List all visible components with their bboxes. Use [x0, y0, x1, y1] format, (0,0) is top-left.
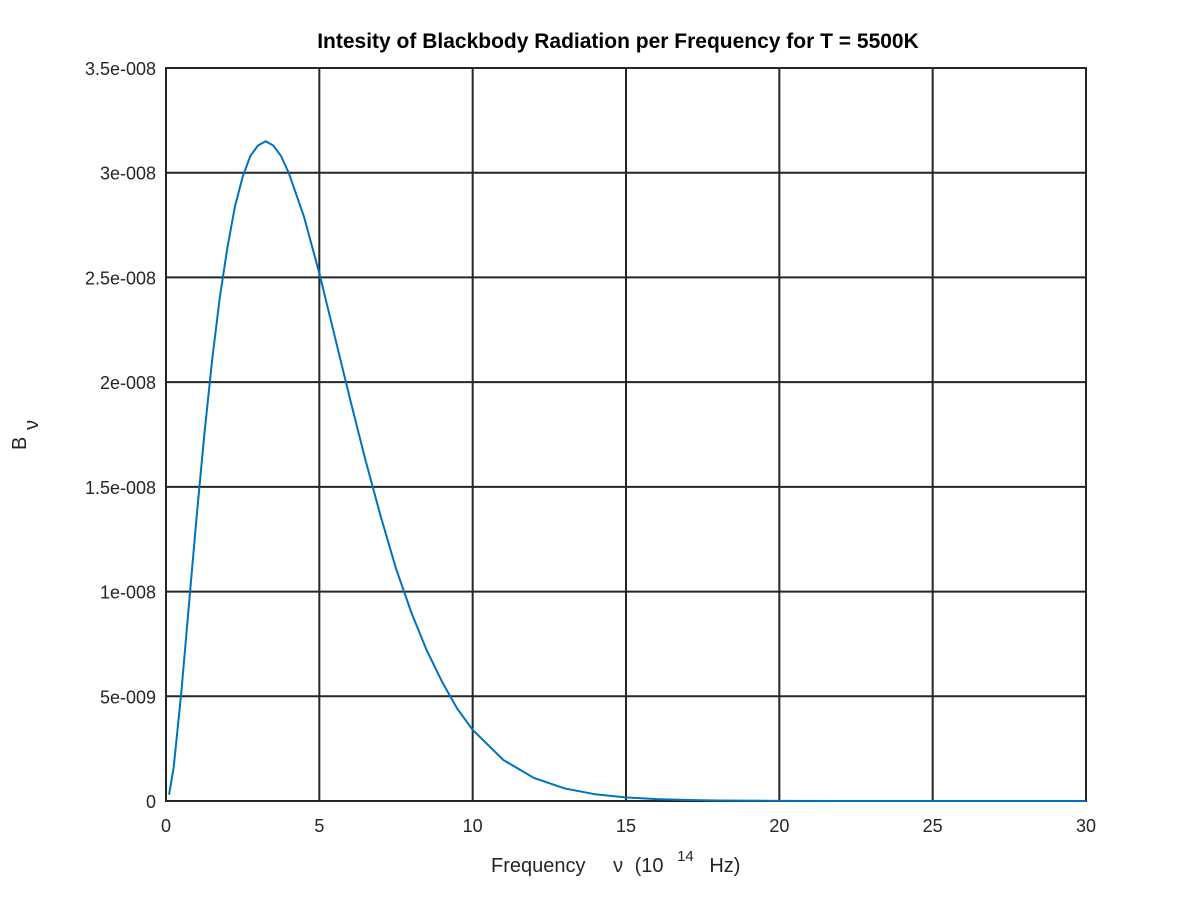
x-tick-label-6: 30: [1076, 816, 1096, 836]
y-axis-label-base: B: [9, 437, 31, 450]
grid-lines: [165, 67, 1087, 802]
series-line-blackbody: [168, 140, 1086, 802]
y-tick-label-5: 2.5e-008: [85, 268, 156, 288]
y-tick-label-2: 1e-008: [100, 583, 156, 603]
x-tick-label-1: 5: [314, 816, 324, 836]
plot-area-frame: [165, 67, 1087, 802]
chart-title: Intesity of Blackbody Radiation per Freq…: [317, 30, 919, 53]
y-tick-labels: 0 5e-009 1e-008 1.5e-008 2e-008 2.5e-008 3e-00…: [85, 59, 156, 812]
x-axis-label-paren: (10: [635, 855, 664, 877]
x-tick-label-5: 25: [923, 816, 943, 836]
y-axis-label-subscript: ν: [21, 420, 43, 430]
y-tick-label-1: 5e-009: [100, 687, 156, 707]
x-axis-label-prefix: Frequency: [491, 855, 586, 877]
y-tick-label-6: 3e-008: [100, 164, 156, 184]
y-axis-label: B ν: [9, 420, 43, 450]
x-tick-labels: 0 5 10 15 20 25 30: [161, 816, 1096, 836]
x-tick-label-3: 15: [616, 816, 636, 836]
y-tick-label-4: 2e-008: [100, 373, 156, 393]
x-axis-label-symbol: ν: [613, 855, 623, 877]
y-tick-label-0: 0: [146, 792, 156, 812]
x-axis-label-exponent: 14: [677, 848, 694, 865]
x-tick-label-4: 20: [769, 816, 789, 836]
y-tick-label-3: 1.5e-008: [85, 478, 156, 498]
x-tick-label-0: 0: [161, 816, 171, 836]
x-tick-label-2: 10: [463, 816, 483, 836]
x-axis-label: Frequency ν (10 14 Hz): [491, 844, 740, 877]
y-tick-label-7: 3.5e-008: [85, 59, 156, 79]
x-axis-label-unit: Hz): [709, 855, 740, 877]
